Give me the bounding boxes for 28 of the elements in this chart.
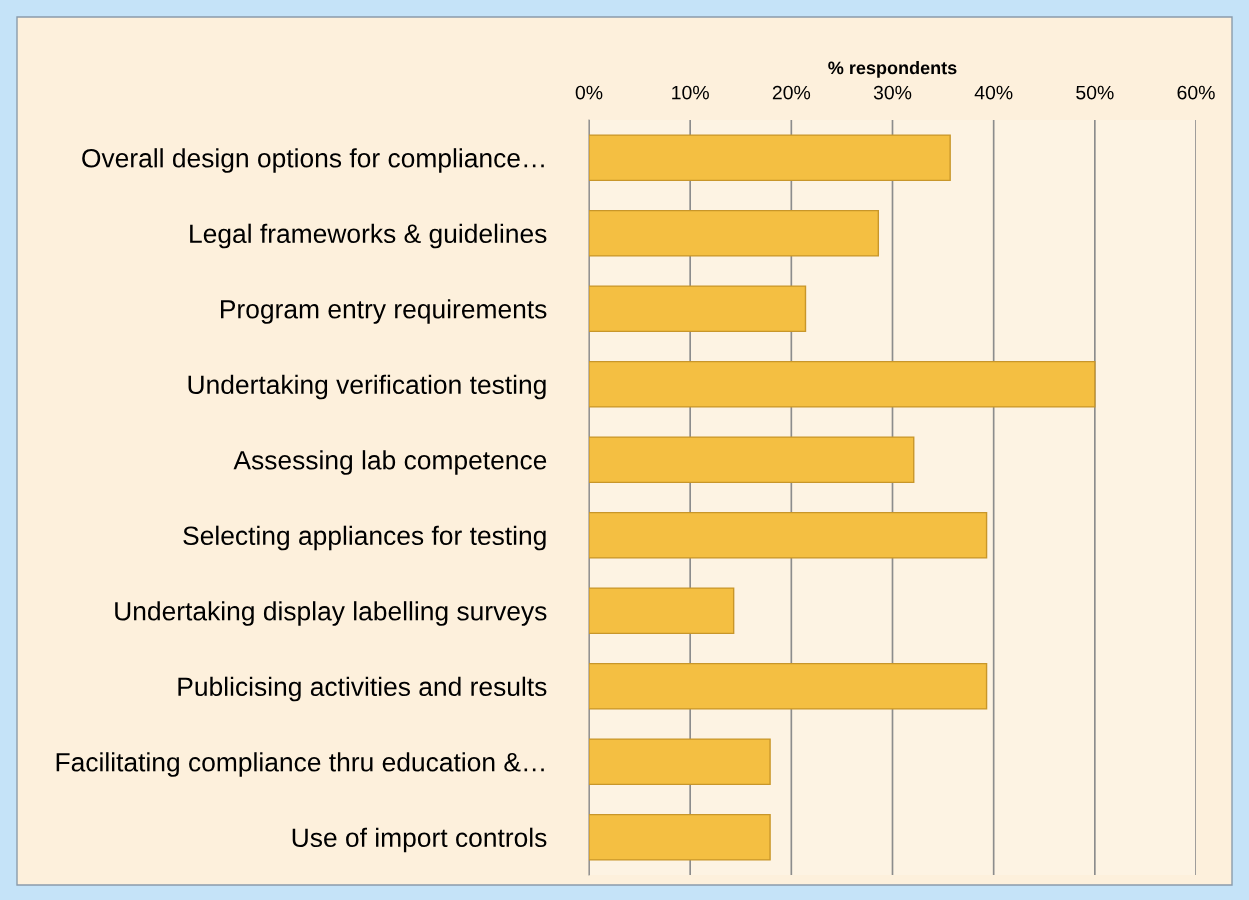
x-tick-label: 40% bbox=[974, 85, 1013, 100]
bar bbox=[589, 813, 771, 861]
x-axis-title: % respondents bbox=[828, 61, 957, 78]
bar bbox=[589, 738, 771, 786]
bar bbox=[589, 209, 880, 257]
bar bbox=[589, 511, 988, 559]
bar bbox=[589, 134, 951, 182]
x-tick-label: 50% bbox=[1076, 85, 1114, 100]
y-tick-label: Selecting appliances for testing bbox=[183, 525, 546, 551]
bar bbox=[589, 587, 735, 635]
y-tick-label: Assessing lab competence bbox=[233, 450, 547, 475]
y-tick-label: Publicising activities and results bbox=[178, 676, 547, 702]
y-tick-label: Undertaking verification testing bbox=[188, 374, 546, 400]
y-tick-label: Program entry requirements bbox=[221, 299, 547, 324]
y-tick-label: Undertaking display labelling surveys bbox=[115, 601, 547, 626]
bar bbox=[589, 662, 988, 710]
x-tick-label: 0% bbox=[575, 85, 603, 100]
bar bbox=[589, 436, 915, 484]
x-tick-label: 10% bbox=[672, 85, 709, 100]
bar bbox=[589, 285, 807, 333]
x-tick-label: 30% bbox=[873, 85, 912, 100]
y-tick-label: Overall design options for compliance… bbox=[82, 148, 544, 173]
bar bbox=[589, 360, 1096, 408]
y-tick-label: Facilitating compliance thru education &… bbox=[56, 752, 544, 777]
y-tick-label: Legal frameworks & guidelines bbox=[190, 223, 547, 249]
y-tick-label: Use of import controls bbox=[292, 827, 547, 853]
x-tick-label: 20% bbox=[772, 85, 811, 100]
x-tick-label: 60% bbox=[1177, 85, 1215, 100]
